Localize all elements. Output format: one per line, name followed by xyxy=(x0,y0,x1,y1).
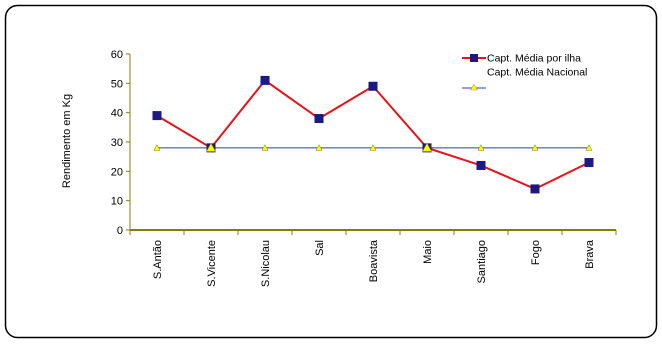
data-point-national-5 xyxy=(421,142,433,152)
data-point-national-8 xyxy=(585,144,593,151)
y-axis-label: Rendimento em Kg xyxy=(61,94,73,188)
chart-frame xyxy=(4,4,658,339)
x-tick-label-1: S.Vicente xyxy=(206,240,218,287)
x-tick-label-6: Santiago xyxy=(476,240,488,283)
data-point-island-4 xyxy=(368,81,378,91)
x-tick-label-0: S.Antão xyxy=(152,240,164,279)
x-tick-label-8: Brava xyxy=(584,239,596,269)
data-point-national-4 xyxy=(369,144,377,151)
legend-marker-1 xyxy=(469,83,479,91)
x-tick-label-3: Sal xyxy=(314,240,326,256)
data-point-national-0 xyxy=(153,144,161,151)
y-tick-label-1: 10 xyxy=(111,196,123,208)
legend-marker-0 xyxy=(470,54,478,62)
data-point-national-2 xyxy=(261,144,269,151)
series-layer xyxy=(152,75,594,194)
series-markers-1 xyxy=(153,142,593,152)
y-tick-label-6: 60 xyxy=(111,49,123,61)
data-point-island-3 xyxy=(314,114,324,124)
x-tick-label-5: Maio xyxy=(422,240,434,264)
x-tick-label-7: Fogo xyxy=(530,240,542,265)
legend: Capt. Média por ilha Capt. Média Naciona… xyxy=(462,53,587,91)
y-tick-label-2: 20 xyxy=(111,166,123,178)
x-tick-label-4: Boavista xyxy=(368,239,380,282)
data-point-national-7 xyxy=(531,144,539,151)
y-tick-label-4: 40 xyxy=(111,108,123,120)
data-point-island-0 xyxy=(152,111,162,121)
data-point-island-7 xyxy=(530,184,540,194)
y-tick-label-0: 0 xyxy=(117,225,123,237)
x-tick-label-2: S.Nicolau xyxy=(260,240,272,287)
data-point-island-8 xyxy=(584,158,594,168)
data-point-island-2 xyxy=(260,75,270,85)
axes: 0 10 20 30 40 50 60 S.Antão S.Vicente S.Nicolau Sa… xyxy=(111,49,617,287)
y-tick-label-5: 50 xyxy=(111,78,123,90)
y-tick-label-3: 30 xyxy=(111,137,123,149)
data-point-national-3 xyxy=(315,144,323,151)
data-point-national-6 xyxy=(477,144,485,151)
legend-label-0: Capt. Média por ilha xyxy=(487,53,581,65)
data-point-national-1 xyxy=(205,142,217,152)
data-point-island-6 xyxy=(476,160,486,170)
legend-label-1: Capt. Média Nacional xyxy=(487,67,587,79)
